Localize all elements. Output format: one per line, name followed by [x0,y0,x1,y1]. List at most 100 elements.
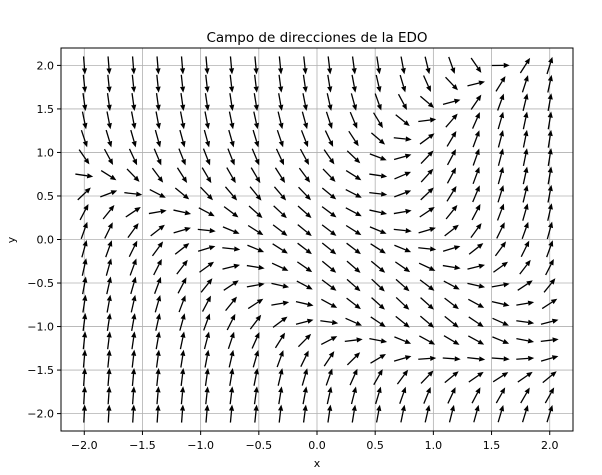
direction-arrow [546,56,554,75]
direction-arrow [250,167,261,184]
direction-arrow [82,276,88,295]
direction-arrow [80,221,88,240]
y-tick-label: 1.0 [37,146,55,159]
direction-arrow [393,153,412,161]
direction-arrow [547,166,553,185]
direction-arrow [400,404,406,423]
x-axis-ticks: −2.0 −1.5 −1.0 −0.5 0.0 0.5 1.0 1.5 2.0 [71,431,558,452]
direction-arrow [81,111,88,130]
direction-arrow [546,221,554,240]
direction-arrow [227,331,235,350]
direction-arrow [419,335,436,345]
direction-arrow [491,300,510,307]
direction-arrow [321,242,337,255]
direction-arrow [445,113,458,128]
direction-arrow [180,349,186,368]
direction-arrow [155,313,161,331]
direction-arrow [375,404,382,423]
direction-arrow [297,333,312,348]
direction-arrow [176,259,188,275]
direction-arrow [467,80,485,87]
direction-arrow [130,386,137,405]
direction-arrow [321,298,338,308]
direction-arrow [376,56,382,75]
direction-arrow [225,296,237,312]
direction-arrow [155,331,161,350]
direction-arrow [419,133,435,145]
direction-arrow [271,300,290,306]
direction-arrow [393,136,412,142]
direction-arrow [444,315,459,328]
direction-arrow [297,205,312,218]
direction-arrow [442,356,461,362]
direction-arrow [468,335,485,345]
direction-arrow [301,368,309,386]
direction-arrow [302,74,308,93]
direction-arrow [81,56,88,75]
direction-arrow [522,203,529,221]
direction-arrow [395,114,410,127]
direction-arrow [106,276,112,295]
direction-arrow [540,318,559,325]
direction-arrow [369,337,388,344]
direction-arrow [180,93,186,111]
direction-arrow [519,57,531,74]
direction-arrow [472,166,480,185]
direction-arrow [154,294,162,313]
direction-arrow [418,117,437,123]
direction-arrow [468,298,485,308]
direction-arrow [298,186,311,201]
direction-arrow [126,168,140,182]
direction-arrow [179,111,186,130]
direction-arrow [130,294,137,313]
direction-arrow [204,74,210,93]
x-tick-label: −1.0 [187,439,214,452]
direction-arrow [149,188,166,198]
direction-arrow [173,226,191,234]
direction-arrow [321,279,337,291]
direction-arrow [202,148,211,166]
direction-arrow [516,300,535,306]
x-axis-label: x [314,457,321,470]
direction-arrow [81,386,88,405]
direction-arrow [155,386,161,405]
direction-arrow [424,404,431,423]
direction-arrow [78,149,90,165]
direction-arrow [253,93,259,111]
direction-arrow [81,367,88,386]
direction-arrow [148,208,167,215]
direction-arrow [131,331,137,350]
direction-arrow [297,224,312,237]
direction-arrow [131,313,137,331]
direction-arrow [547,203,553,221]
direction-arrow [468,316,484,327]
direction-arrow [492,336,510,344]
direction-arrow [300,350,309,367]
y-tick-label: 0.0 [37,234,55,247]
direction-arrow [81,239,88,258]
direction-arrow [447,387,456,404]
direction-arrow [393,228,412,234]
y-tick-label: 0.5 [37,190,55,203]
direction-arrow [473,404,480,423]
direction-arrow [295,318,314,325]
direction-arrow [495,387,506,404]
direction-arrow [544,387,555,404]
direction-arrow [222,246,241,252]
direction-arrow [275,148,285,166]
direction-arrow [370,243,386,254]
direction-arrow [522,148,529,166]
direction-arrow [522,166,529,185]
direction-arrow [278,404,284,423]
direction-arrow [369,153,387,161]
direction-arrow [229,386,235,405]
direction-arrow [302,404,308,423]
direction-arrow [199,261,215,273]
direction-arrow [251,148,260,166]
direction-arrow [516,319,535,325]
direction-arrow [174,243,190,255]
direction-arrow [150,224,165,237]
direction-arrow [102,205,115,220]
direction-arrow [227,148,235,166]
